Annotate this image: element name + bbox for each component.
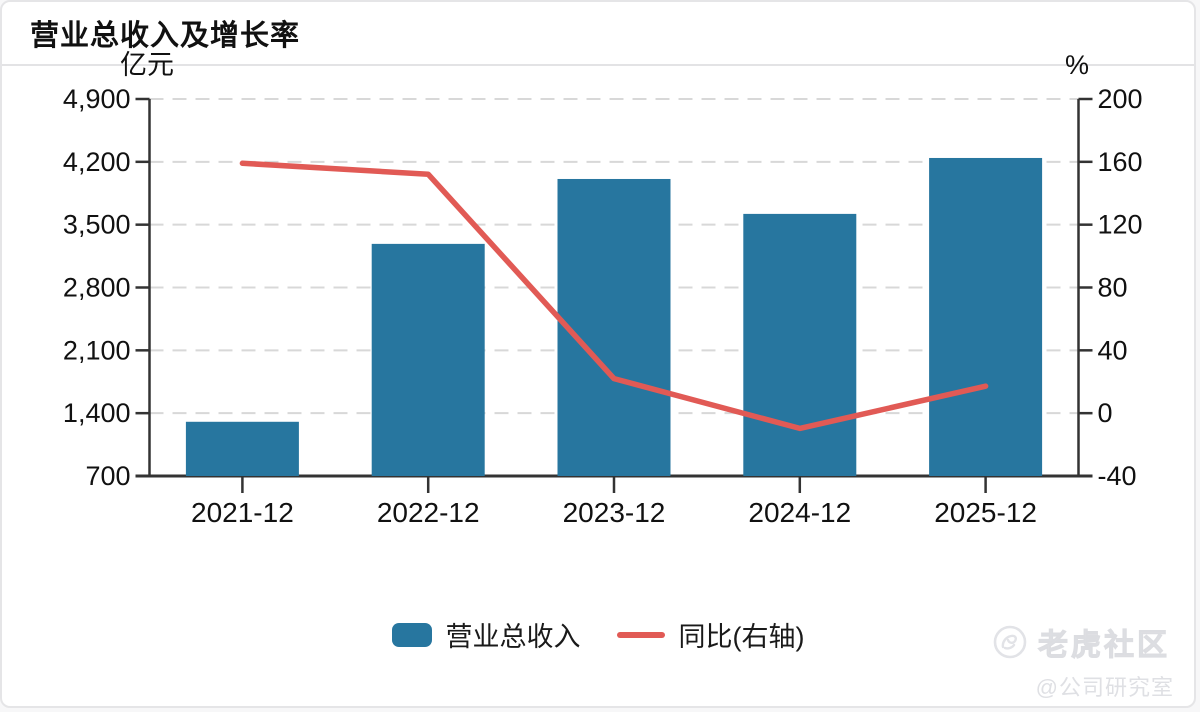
line-series-swatch	[616, 631, 665, 638]
watermark-brand-row: 老虎社区	[992, 620, 1170, 664]
chart-header: 营业总收入及增长率	[2, 2, 1194, 66]
revenue-bar[interactable]	[557, 178, 671, 476]
x-axis-label: 2021-12	[191, 497, 294, 528]
right-axis-tick-label: 120	[1098, 210, 1143, 240]
chart-legend: 营业总收入 同比(右轴)	[2, 615, 1194, 654]
legend-label-revenue: 营业总收入	[445, 622, 581, 652]
left-axis-unit-label: 亿元	[120, 50, 174, 80]
left-axis-tick-label: 2,800	[63, 273, 131, 303]
right-axis-tick-label: 200	[1098, 84, 1143, 114]
revenue-bar[interactable]	[185, 421, 299, 476]
x-axis-label: 2025-12	[934, 497, 1037, 528]
page-title: 营业总收入及增长率	[30, 20, 301, 52]
tiger-logo-icon	[993, 625, 1027, 659]
legend-label-growth: 同比(右轴)	[678, 622, 805, 652]
right-axis-tick-label: 0	[1098, 398, 1113, 428]
x-axis-label: 2022-12	[377, 497, 480, 528]
revenue-bar[interactable]	[743, 213, 857, 476]
legend-item-growth[interactable]: 同比(右轴)	[616, 615, 805, 654]
x-axis-label: 2024-12	[748, 497, 851, 528]
watermark-account-text: @公司研究室	[1035, 675, 1174, 700]
bar-series-swatch	[391, 622, 432, 647]
right-axis-unit-label: %	[1065, 50, 1089, 80]
left-axis-tick-label: 4,900	[63, 84, 131, 114]
watermark: 老虎社区 @公司研究室	[992, 620, 1174, 702]
left-axis-tick-label: 3,500	[63, 210, 131, 240]
right-axis-tick-label: 160	[1098, 147, 1143, 177]
left-axis-tick-label: 1,400	[63, 398, 131, 428]
revenue-bar[interactable]	[929, 157, 1043, 476]
left-axis-tick-label: 4,200	[63, 147, 131, 177]
left-axis-tick-label: 2,100	[63, 335, 131, 365]
right-axis-tick-label: 80	[1098, 273, 1128, 303]
left-axis-tick-label: 700	[85, 461, 130, 491]
x-axis-label: 2023-12	[563, 497, 666, 528]
legend-item-revenue[interactable]: 营业总收入	[391, 615, 581, 654]
chart-canvas: 亿元 % 4,900 4,200 3,500 2,800 2,100 1,400 700 200 1…	[63, 50, 1143, 528]
revenue-bar[interactable]	[371, 243, 485, 476]
growth-line[interactable]	[239, 160, 989, 432]
right-axis-tick-label: -40	[1098, 461, 1137, 491]
watermark-community-text: 老虎社区	[1038, 629, 1170, 663]
right-axis-tick-label: 40	[1098, 335, 1128, 365]
